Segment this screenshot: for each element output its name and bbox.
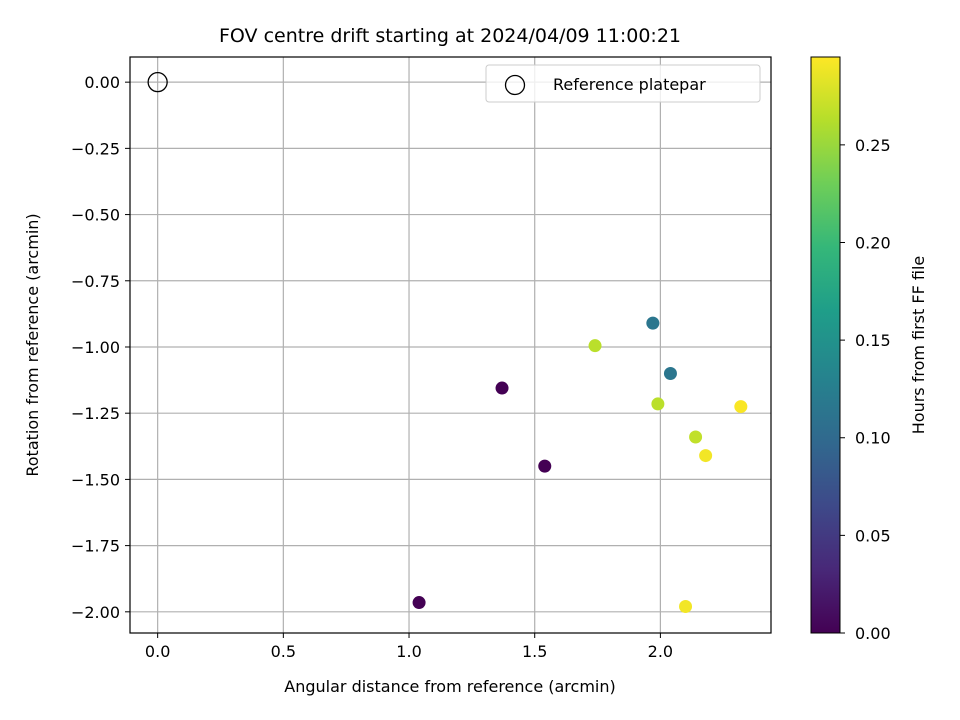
plot-frame	[129, 56, 772, 634]
colorbar-tick-label: 0.20	[855, 233, 891, 252]
data-point	[734, 400, 748, 414]
legend-box	[485, 64, 761, 103]
reference-marker	[147, 72, 168, 93]
colorbar-tick-label: 0.15	[855, 331, 891, 350]
colorbar-tick-label: 0.10	[855, 429, 891, 448]
colorbar-tick-label: 0.05	[855, 526, 891, 545]
colorbar-ticks: 0.00 0.05 0.10 0.15 0.20 0.25	[840, 136, 891, 643]
data-point	[495, 381, 509, 395]
chart-title: FOV centre drift starting at 2024/04/09 …	[219, 25, 681, 47]
data-point	[538, 459, 552, 473]
y-tick-label: −0.25	[71, 139, 120, 158]
colorbar: 0.00 0.05 0.10 0.15 0.20 0.25 Hours from firs…	[810, 56, 928, 643]
y-tick-label: −2.00	[71, 603, 120, 622]
x-tick-label: 2.0	[648, 642, 673, 661]
x-tick-label: 0.0	[145, 642, 170, 661]
reference-marker-group	[147, 72, 168, 93]
data-point	[689, 430, 703, 444]
legend-label: Reference platepar	[553, 75, 706, 94]
colorbar-label: Hours from first FF file	[909, 256, 928, 435]
y-axis-label: Rotation from reference (arcmin)	[23, 213, 42, 476]
data-point	[646, 316, 660, 330]
data-points	[412, 316, 748, 614]
y-axis-ticks: 0.00 −0.25 −0.50 −0.75 −1.00 −1.25 −1.50 −1.75 −…	[71, 73, 130, 622]
legend-reference-marker	[504, 74, 526, 96]
y-tick-label: −1.25	[71, 404, 120, 423]
colorbar-tick-label: 0.00	[855, 624, 891, 643]
colorbar-tick-label: 0.25	[855, 136, 891, 155]
y-tick-label: −1.75	[71, 537, 120, 556]
x-tick-label: 1.5	[522, 642, 547, 661]
legend: Reference platepar	[485, 64, 761, 103]
x-axis-ticks: 0.0 0.5 1.0 1.5 2.0	[145, 633, 673, 661]
colorbar-gradient	[811, 57, 840, 633]
y-tick-label: −1.00	[71, 338, 120, 357]
data-point	[663, 366, 677, 380]
data-point	[679, 600, 693, 614]
colorbar-frame	[810, 56, 841, 634]
x-tick-label: 0.5	[271, 642, 296, 661]
data-point	[412, 596, 426, 610]
x-axis-label: Angular distance from reference (arcmin)	[284, 677, 615, 696]
y-tick-label: −0.50	[71, 206, 120, 225]
data-point	[588, 339, 602, 353]
grid	[130, 57, 771, 633]
y-tick-label: −0.75	[71, 272, 120, 291]
data-point	[699, 449, 713, 463]
data-point	[651, 397, 665, 411]
x-tick-label: 1.0	[396, 642, 421, 661]
y-tick-label: 0.00	[84, 73, 120, 92]
y-tick-label: −1.50	[71, 470, 120, 489]
